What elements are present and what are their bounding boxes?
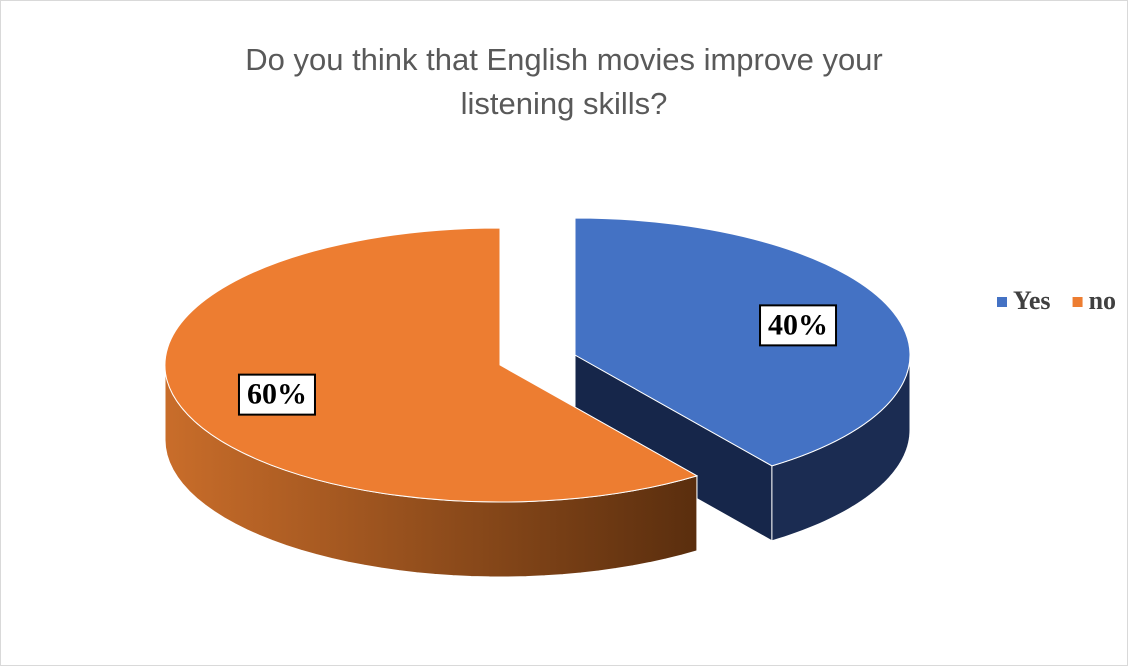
- slice: [164, 227, 699, 503]
- legend-swatch: [997, 297, 1007, 307]
- chart-title: Do you think that English movies improve…: [245, 42, 883, 121]
- tops: [164, 217, 911, 503]
- data-label: 40%: [768, 308, 828, 341]
- data-label-box: [759, 304, 838, 347]
- data-label-box: [237, 373, 316, 416]
- legend-label: no: [1089, 286, 1116, 315]
- legend-swatch: [1072, 297, 1083, 307]
- data-label: 60%: [247, 378, 307, 411]
- legend-label: Yes: [1013, 286, 1051, 315]
- slice: [574, 217, 911, 467]
